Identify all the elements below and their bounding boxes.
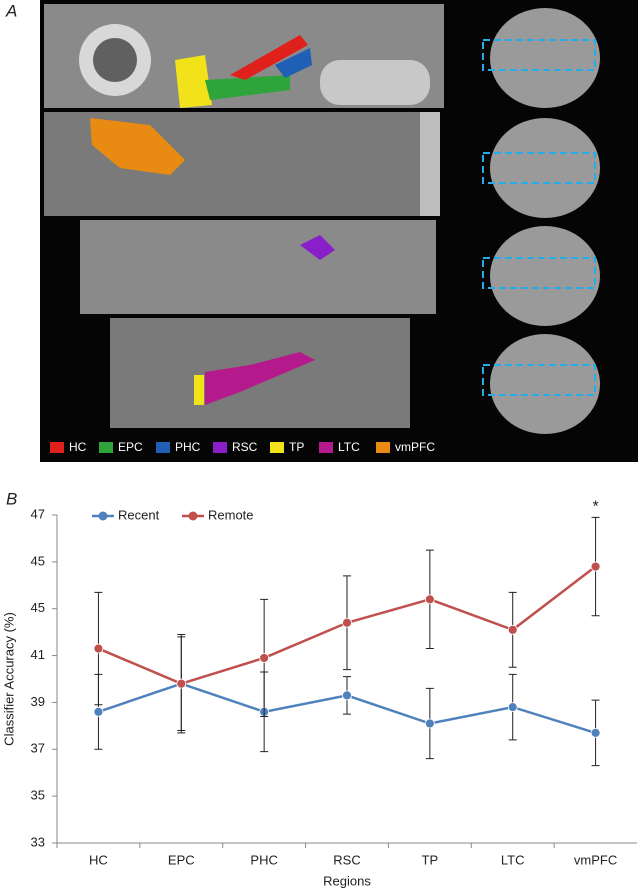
legend-swatch — [50, 442, 64, 453]
y-axis-title: Classifier Accuracy (%) — [1, 612, 16, 746]
slice-box — [482, 39, 596, 71]
roi — [300, 235, 335, 260]
panel-label: B — [6, 489, 17, 508]
roi-legend: HC EPC PHC RSC TP LTC vmPFC — [50, 440, 435, 454]
mri-thumbnail — [490, 334, 600, 434]
data-point — [176, 678, 187, 689]
data-point — [590, 561, 601, 572]
slice-box — [482, 152, 596, 184]
mri-thumbnail — [490, 8, 600, 108]
x-tick-label: HC — [89, 852, 108, 867]
thumbnails — [482, 8, 600, 434]
mri-panel: HC EPC PHC RSC TP LTC vmPFC — [40, 0, 638, 462]
legend-swatch — [376, 442, 390, 453]
legend-swatch — [156, 442, 170, 453]
x-tick-label: RSC — [333, 852, 360, 867]
legend-swatch — [213, 442, 227, 453]
mri-cerebellum — [320, 60, 430, 105]
slice-box — [482, 364, 596, 396]
data-point — [259, 653, 270, 663]
x-tick-label: LTC — [501, 852, 525, 867]
y-tick-label: 37 — [31, 741, 45, 756]
roi — [194, 375, 204, 405]
legend-label: PHC — [175, 440, 201, 454]
roi — [175, 55, 212, 108]
data-point — [342, 690, 352, 701]
legend-marker — [98, 511, 108, 521]
legend-label: EPC — [118, 440, 143, 454]
legend-swatch — [99, 442, 113, 453]
legend-label: HC — [69, 440, 87, 454]
annotation: * — [592, 499, 598, 516]
y-tick-label: 45 — [31, 553, 45, 568]
data-point — [424, 594, 435, 605]
roi — [275, 48, 312, 78]
mri-eye — [93, 38, 137, 82]
data-point — [507, 624, 518, 635]
y-tick-label: 39 — [31, 694, 45, 709]
roi — [205, 352, 315, 405]
data-point — [507, 702, 518, 713]
legend-label: vmPFC — [395, 440, 435, 454]
y-tick-label: 33 — [31, 834, 45, 849]
data-point — [93, 643, 104, 654]
x-tick-label: EPC — [168, 852, 195, 867]
legend-swatch — [270, 442, 284, 453]
legend-marker — [188, 511, 198, 521]
mri-slice — [80, 220, 436, 314]
mri-tissue — [420, 112, 440, 216]
data-point — [590, 727, 601, 738]
data-point — [424, 718, 435, 729]
legend-label: TP — [289, 440, 304, 454]
roi — [90, 118, 185, 175]
data-point — [93, 706, 104, 717]
slice-box — [482, 257, 596, 289]
y-tick-label: 35 — [31, 788, 45, 803]
legend-label: Recent — [118, 507, 160, 522]
x-axis-title: Regions — [323, 873, 371, 888]
x-tick-label: TP — [422, 852, 439, 867]
x-tick-label: PHC — [250, 852, 277, 867]
y-tick-label: 47 — [31, 506, 45, 521]
legend-label: LTC — [338, 440, 360, 454]
y-tick-label: 45 — [31, 600, 45, 615]
y-tick-label: 41 — [31, 647, 45, 662]
x-tick-label: vmPFC — [574, 852, 617, 867]
chart: 33 35 37 39 41 45 45 47 HC EPC PHC RSC TP LTC vmPFC Reg… — [1, 499, 637, 888]
legend-swatch — [319, 442, 333, 453]
mri-thumbnail — [490, 118, 600, 218]
legend-label: RSC — [232, 440, 258, 454]
panel-label: A — [5, 1, 17, 20]
roi — [230, 35, 308, 80]
roi — [205, 75, 290, 100]
mri-thumbnail — [490, 226, 600, 326]
legend-label: Remote — [208, 507, 254, 522]
data-point — [342, 617, 352, 628]
